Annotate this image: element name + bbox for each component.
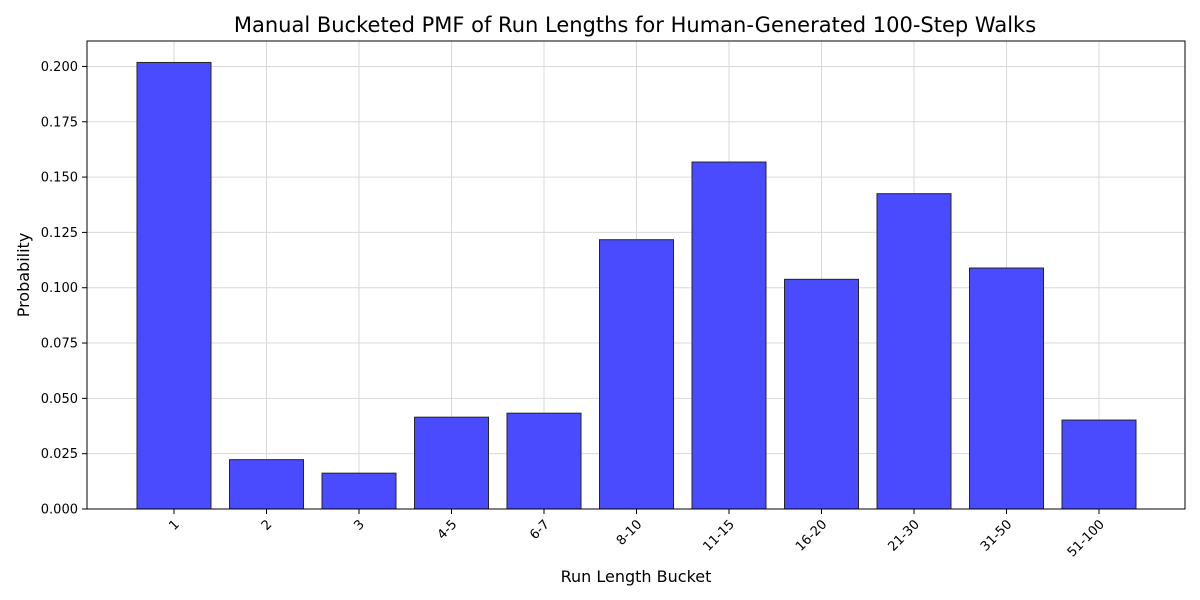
x-tick-label: 1	[166, 517, 182, 533]
bars	[136, 61, 1137, 510]
x-tick-label: 8-10	[614, 517, 645, 548]
bar-16-20	[784, 278, 859, 510]
y-tick-label: 0.125	[41, 226, 78, 241]
x-tick-label: 6-7	[527, 517, 553, 543]
x-axis-label: Run Length Bucket	[561, 567, 712, 586]
x-tick-label: 2	[259, 517, 275, 533]
bar-21-30	[876, 193, 952, 510]
bar-11-15	[691, 161, 767, 510]
chart-title: Manual Bucketed PMF of Run Lengths for H…	[234, 13, 1036, 37]
x-axis-ticks: 1 2 3 4-5 6-7 8-10 11-15 16-20 21-30 31-50 51-100	[166, 509, 1108, 560]
bar-8-10	[599, 239, 674, 510]
bar-31-50	[969, 267, 1044, 510]
y-tick-label: 0.150	[41, 171, 78, 186]
x-tick-label: 11-15	[701, 517, 738, 554]
y-tick-label: 0.175	[41, 115, 78, 130]
y-tick-label: 0.050	[41, 392, 78, 407]
x-tick-label: 31-50	[978, 517, 1015, 554]
y-axis-ticks: 0.000 0.025 0.050 0.075 0.100 0.125 0.150 0.175…	[41, 60, 87, 518]
x-tick-label: 4-5	[435, 517, 461, 543]
y-tick-label: 0.075	[41, 337, 78, 352]
y-tick-label: 0.025	[41, 447, 78, 462]
y-tick-label: 0.100	[41, 281, 78, 296]
x-tick-label: 51-100	[1065, 517, 1108, 560]
bar-6-7	[506, 412, 582, 510]
bar-4-5	[414, 416, 489, 510]
y-axis-label: Probability	[14, 233, 33, 318]
bar-51-100	[1061, 419, 1137, 510]
x-tick-label: 3	[351, 517, 367, 533]
bar-2	[229, 459, 304, 510]
y-tick-label: 0.200	[41, 60, 78, 75]
bar-3	[321, 472, 397, 510]
bar-1	[136, 61, 212, 510]
x-tick-label: 21-30	[886, 517, 923, 554]
x-tick-label: 16-20	[793, 517, 830, 554]
y-tick-label: 0.000	[41, 503, 78, 518]
